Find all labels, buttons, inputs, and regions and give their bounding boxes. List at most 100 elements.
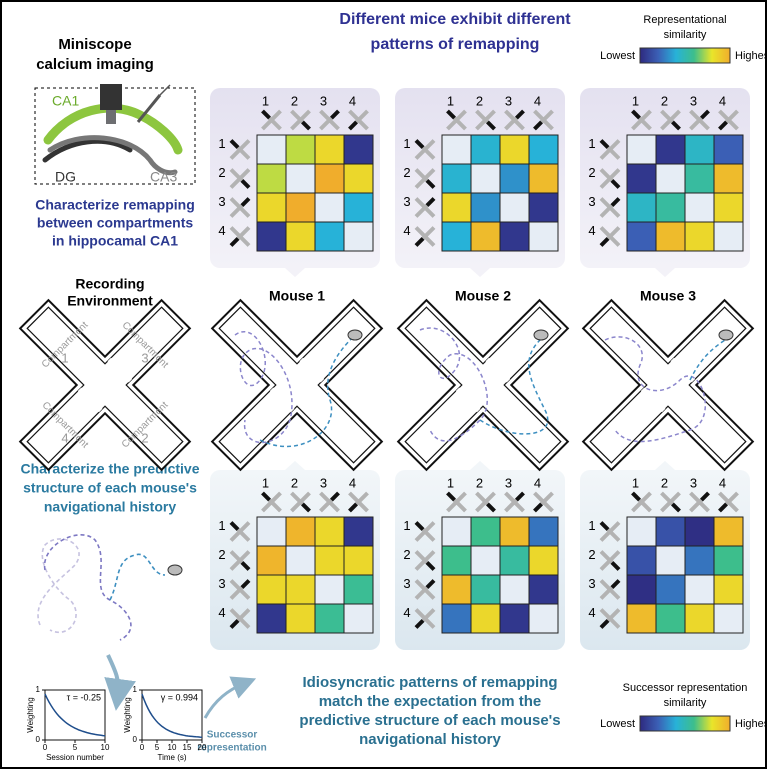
matrix-cell — [286, 604, 315, 633]
caption: match the expectation from the — [319, 693, 542, 710]
matrix-cell — [315, 517, 344, 546]
row-label: 4 — [403, 223, 410, 238]
matrix-cell — [286, 517, 315, 546]
ca3-label: CA3 — [150, 169, 177, 185]
diagonal-cell — [315, 193, 344, 222]
matrix-cell — [685, 222, 714, 251]
mouse-icon — [168, 565, 182, 575]
diagonal-cell — [315, 575, 344, 604]
matrix-cell — [529, 193, 558, 222]
x-tick-label: 20 — [198, 743, 207, 752]
y-tick-label: 1 — [36, 685, 41, 694]
diagonal-cell — [529, 222, 558, 251]
miniscope — [100, 84, 122, 110]
matrix-cell — [500, 546, 529, 575]
section-title: patterns of remapping — [371, 36, 540, 53]
diagonal-cell — [257, 135, 286, 164]
colorbar-title: Successor representation — [623, 682, 748, 694]
arrow-label: Successor — [207, 730, 258, 741]
matrix-cell — [315, 135, 344, 164]
matrix-cell — [685, 517, 714, 546]
matrix-cell — [471, 135, 500, 164]
matrix-cell — [500, 164, 529, 193]
matrix-cell — [714, 546, 743, 575]
column-label: 1 — [632, 475, 639, 490]
caption: Idiosyncratic patterns of remapping — [302, 674, 557, 691]
colorbar-high: Highest — [735, 718, 767, 730]
column-label: 3 — [320, 475, 327, 490]
matrix-cell — [257, 222, 286, 251]
row-label: 1 — [403, 518, 410, 533]
compartment-number: 1 — [61, 350, 68, 365]
matrix-cell — [344, 135, 373, 164]
compartment-number: 3 — [141, 350, 148, 365]
column-label: 4 — [719, 475, 726, 490]
matrix-cell — [315, 546, 344, 575]
matrix-cell — [442, 193, 471, 222]
matrix-cell — [627, 604, 656, 633]
diagonal-cell — [286, 546, 315, 575]
matrix-cell — [500, 135, 529, 164]
colorbar-title: similarity — [664, 697, 707, 709]
matrix-cell — [529, 575, 558, 604]
matrix-cell — [286, 575, 315, 604]
mouse-title: Mouse 2 — [455, 288, 511, 304]
diagonal-cell — [442, 135, 471, 164]
matrix-cell — [627, 575, 656, 604]
inset-title: calcium imaging — [36, 56, 154, 73]
diagonal-cell — [286, 164, 315, 193]
caption: Characterize remapping — [35, 197, 195, 213]
column-label: 2 — [661, 475, 668, 490]
diagonal-cell — [471, 164, 500, 193]
column-label: 3 — [690, 93, 697, 108]
matrix-cell — [344, 575, 373, 604]
row-label: 2 — [403, 165, 410, 180]
row-label: 2 — [588, 547, 595, 562]
caption: predictive structure of each mouse's — [299, 712, 560, 729]
column-label: 2 — [476, 475, 483, 490]
section-title: Different mice exhibit different — [339, 11, 571, 28]
matrix-cell — [656, 517, 685, 546]
column-label: 1 — [262, 475, 269, 490]
column-label: 3 — [690, 475, 697, 490]
x-tick-label: 5 — [155, 743, 160, 752]
matrix-cell — [286, 135, 315, 164]
row-label: 4 — [403, 605, 410, 620]
diagonal-cell — [627, 517, 656, 546]
matrix-cell — [257, 164, 286, 193]
matrix-cell — [627, 164, 656, 193]
page: { "imaging": {"title": ["Miniscope", "ca… — [0, 0, 767, 769]
diagonal-cell — [344, 222, 373, 251]
y-tick-label: 0 — [133, 735, 138, 744]
row-label: 3 — [588, 576, 595, 591]
matrix-cell — [257, 193, 286, 222]
compartment-number: 2 — [141, 430, 148, 445]
y-axis-label: Weighting — [123, 697, 132, 732]
mouse-icon — [348, 330, 362, 340]
matrix-cell — [286, 222, 315, 251]
column-label: 2 — [661, 93, 668, 108]
caption: structure of each mouse's — [23, 480, 197, 496]
column-label: 4 — [349, 93, 356, 108]
matrix-cell — [315, 222, 344, 251]
matrix-cell — [685, 604, 714, 633]
diagonal-cell — [714, 604, 743, 633]
matrix-cell — [344, 193, 373, 222]
caption: navigational history — [359, 731, 501, 748]
diagonal-cell — [442, 517, 471, 546]
ca1-label: CA1 — [52, 93, 79, 109]
x-tick-label: 15 — [183, 743, 192, 752]
diagonal-cell — [257, 517, 286, 546]
diagonal-cell — [500, 193, 529, 222]
matrix-cell — [315, 604, 344, 633]
matrix-cell — [714, 193, 743, 222]
matrix-cell — [656, 604, 685, 633]
matrix-cell — [500, 222, 529, 251]
caption: navigational history — [44, 499, 176, 515]
matrix-cell — [529, 135, 558, 164]
env-title: Recording — [75, 276, 144, 292]
column-label: 4 — [534, 475, 541, 490]
colorbar-title: Representational — [643, 14, 726, 26]
colorbar — [640, 48, 730, 63]
arrow-label: representation — [197, 743, 266, 754]
